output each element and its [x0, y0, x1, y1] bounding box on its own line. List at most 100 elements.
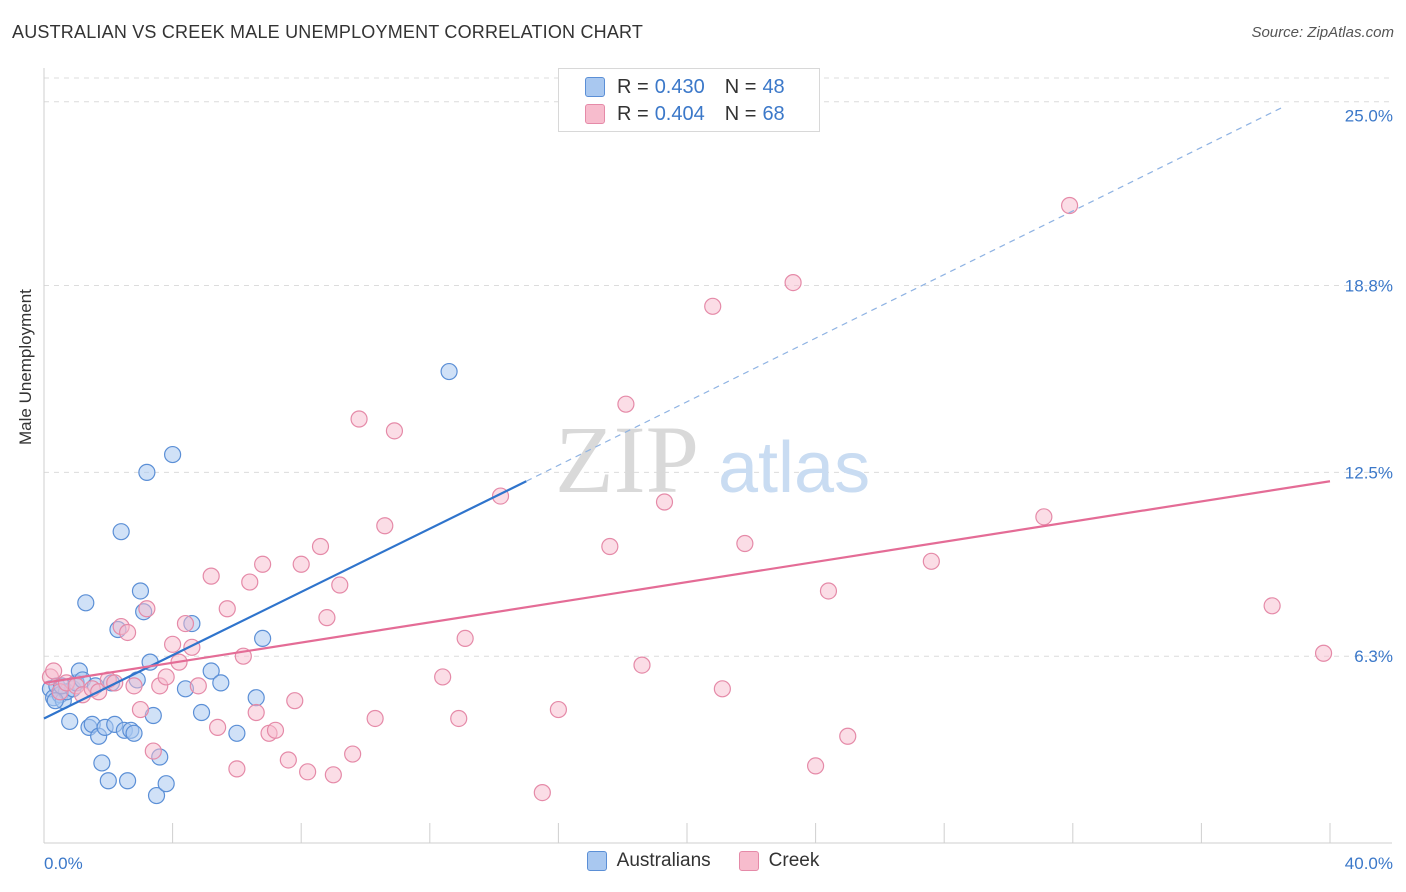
- creek-point: [366, 709, 384, 728]
- creek-point: [784, 273, 802, 292]
- creek-point: [736, 534, 754, 553]
- creek-point: [318, 609, 336, 627]
- australians-point: [112, 523, 130, 541]
- creek-point: [218, 600, 236, 618]
- creek-point: [209, 718, 227, 736]
- gridlines: [44, 77, 1392, 657]
- tick-labels: 6.3% 12.5% 18.8% 25.0% 0.0% 40.0%: [44, 107, 1393, 873]
- creek-point: [311, 537, 330, 556]
- creek-point: [254, 555, 272, 573]
- creek-point: [385, 422, 404, 440]
- creek-point: [45, 662, 63, 680]
- trend-lines: [43, 107, 1331, 720]
- creek-point: [202, 567, 220, 585]
- y-tick-label: 12.5%: [1345, 463, 1393, 482]
- creek-point: [633, 656, 651, 674]
- y-tick-label: 18.8%: [1345, 277, 1393, 296]
- creek-point: [1060, 196, 1079, 215]
- creek-point: [292, 555, 310, 573]
- creek-swatch: [738, 851, 759, 871]
- creek-point: [1035, 508, 1053, 526]
- australians-point: [138, 463, 156, 481]
- australians-point: [164, 445, 182, 464]
- creek-point: [819, 582, 838, 600]
- creek-point: [549, 700, 568, 719]
- legend-item-creek[interactable]: Creek: [738, 850, 819, 872]
- australians-point: [131, 582, 150, 600]
- australians-point: [228, 724, 246, 742]
- creek-point: [704, 297, 722, 315]
- legend-row-australians: R = 0.430 N = 48: [585, 74, 805, 100]
- n-value: 68: [762, 102, 785, 125]
- creek-point: [118, 623, 137, 642]
- creek-point: [1263, 597, 1281, 615]
- australians-point: [440, 362, 458, 381]
- australians-point: [77, 594, 95, 612]
- creek-point: [176, 614, 195, 633]
- australians-trend-extension: [525, 107, 1283, 482]
- australians-point: [147, 786, 166, 805]
- creek-point: [533, 783, 551, 802]
- creek-point: [456, 629, 474, 648]
- legend-row-creek: R = 0.404 N = 68: [585, 101, 805, 127]
- creek-point: [189, 677, 207, 695]
- creek-point: [617, 395, 635, 413]
- creek-point: [241, 573, 259, 591]
- source-label: Source: ZipAtlas.com: [1251, 24, 1394, 41]
- australians-point: [202, 662, 220, 680]
- n-label: N =: [724, 75, 757, 98]
- creek-point: [713, 680, 731, 698]
- watermark-atlas: atlas: [718, 428, 870, 508]
- creek-point: [144, 742, 162, 760]
- creek-swatch: [585, 104, 605, 124]
- australians-swatch: [586, 851, 607, 871]
- australians-swatch: [585, 77, 605, 97]
- australians-point: [61, 712, 79, 731]
- creek-point: [839, 727, 857, 745]
- n-label: N =: [724, 102, 757, 125]
- creek-point: [138, 600, 156, 618]
- watermark: ZIP atlas: [555, 406, 870, 513]
- chart-title: AUSTRALIAN VS CREEK MALE UNEMPLOYMENT CO…: [12, 22, 644, 42]
- y-tick-label: 25.0%: [1345, 107, 1393, 126]
- australians-point: [192, 703, 211, 722]
- creek-point: [1314, 644, 1333, 662]
- creek-point: [350, 410, 368, 428]
- y-tick-label: 6.3%: [1354, 647, 1393, 666]
- legend-item-australians[interactable]: Australians: [586, 850, 711, 872]
- creek-point: [266, 721, 285, 739]
- creek-point: [164, 635, 182, 653]
- correlation-legend: R = 0.430 N = 48 R = 0.404 N = 68: [558, 68, 820, 132]
- n-value: 48: [762, 75, 785, 98]
- creek-point: [601, 537, 619, 556]
- creek-point: [655, 493, 674, 511]
- creek-point: [286, 692, 304, 710]
- australians-trend-line: [43, 480, 527, 720]
- creek-point: [299, 763, 317, 781]
- australians-point: [125, 724, 143, 742]
- creek-point: [131, 700, 150, 719]
- australians-point: [157, 775, 175, 793]
- creek-point: [324, 766, 342, 784]
- x-tick-label: 40.0%: [1345, 854, 1393, 873]
- creek-point: [228, 760, 246, 778]
- creek-point: [279, 751, 297, 769]
- creek-point: [344, 745, 362, 763]
- r-label: R =: [617, 102, 649, 125]
- australians-point: [93, 754, 111, 772]
- creek-point: [922, 552, 940, 570]
- legend-label: Australians: [616, 850, 711, 871]
- creek-point: [434, 668, 452, 686]
- australians-point: [118, 772, 137, 790]
- australians-point: [99, 772, 117, 790]
- creek-point: [376, 517, 394, 535]
- y-axis-label: Male Unemployment: [16, 289, 35, 445]
- creek-point: [806, 757, 825, 775]
- creek-points: [41, 196, 1333, 802]
- australians-point: [247, 689, 265, 707]
- r-label: R =: [617, 75, 649, 98]
- australians-point: [212, 674, 230, 692]
- r-value: 0.404: [654, 102, 705, 125]
- creek-point: [125, 677, 143, 695]
